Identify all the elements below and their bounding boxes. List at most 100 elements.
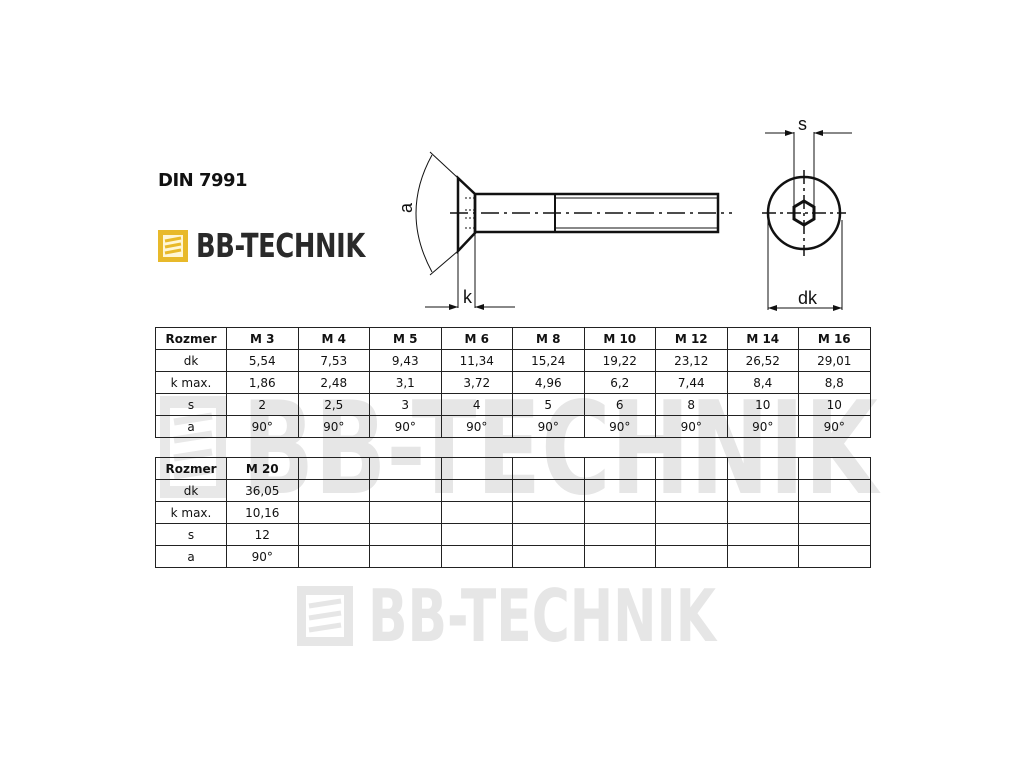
table-cell: 90° bbox=[369, 415, 442, 438]
table-cell bbox=[440, 457, 513, 480]
table-cell: 8,4 bbox=[726, 371, 799, 394]
table-cell: 90° bbox=[297, 415, 370, 438]
table-cell: 15,24 bbox=[512, 349, 585, 372]
table-cell: 11,34 bbox=[440, 349, 513, 372]
table-cell bbox=[512, 457, 585, 480]
table-row: k max. 1,86 2,48 3,1 3,72 4,96 6,2 7,44 8,4 8,8 bbox=[155, 371, 871, 394]
table-cell: 5,54 bbox=[226, 349, 299, 372]
table-cell: 90° bbox=[512, 415, 585, 438]
table-cell bbox=[440, 545, 513, 568]
table-cell bbox=[369, 501, 442, 524]
table-cell bbox=[512, 545, 585, 568]
table-cell: 26,52 bbox=[726, 349, 799, 372]
table-cell: 90° bbox=[583, 415, 656, 438]
table-row: k max. 10,16 bbox=[155, 501, 871, 524]
table-cell: 3,1 bbox=[369, 371, 442, 394]
table-cell: 2,48 bbox=[297, 371, 370, 394]
screw-head bbox=[456, 175, 477, 255]
table-row: dk 36,05 bbox=[155, 479, 871, 502]
table-cell bbox=[726, 479, 799, 502]
table-cell bbox=[297, 501, 370, 524]
table-row: s 2 2,5 3 4 5 6 8 10 10 bbox=[155, 393, 871, 416]
table-cell bbox=[798, 457, 871, 480]
table-cell: 36,05 bbox=[226, 479, 299, 502]
table-cell: 29,01 bbox=[798, 349, 871, 372]
label-s: s bbox=[798, 114, 807, 134]
table-cell bbox=[726, 501, 799, 524]
table-cell: M 10 bbox=[583, 327, 656, 350]
table-cell bbox=[512, 479, 585, 502]
table-cell bbox=[798, 501, 871, 524]
watermark-logo-icon bbox=[297, 586, 353, 646]
table-cell: 23,12 bbox=[655, 349, 728, 372]
table-header-row: Rozmer M 20 bbox=[155, 457, 871, 480]
table-cell bbox=[512, 523, 585, 546]
table-cell bbox=[369, 457, 442, 480]
table-cell bbox=[583, 501, 656, 524]
table-cell: 2,5 bbox=[297, 393, 370, 416]
table-cell bbox=[726, 523, 799, 546]
table-cell: M 8 bbox=[512, 327, 585, 350]
table-cell bbox=[726, 545, 799, 568]
row-label-cell: a bbox=[155, 545, 227, 568]
row-label-cell: k max. bbox=[155, 371, 227, 394]
table-cell bbox=[440, 523, 513, 546]
table-cell: 90° bbox=[226, 545, 299, 568]
label-dk: dk bbox=[798, 288, 818, 308]
table-cell: M 5 bbox=[369, 327, 442, 350]
table-cell: M 12 bbox=[655, 327, 728, 350]
table-cell: 4 bbox=[440, 393, 513, 416]
table-cell bbox=[440, 479, 513, 502]
table-cell bbox=[655, 523, 728, 546]
table-cell: 3,72 bbox=[440, 371, 513, 394]
row-label-cell: dk bbox=[155, 479, 227, 502]
screw-drawing: a k s dk bbox=[396, 114, 852, 311]
table-cell bbox=[440, 501, 513, 524]
table-cell bbox=[583, 457, 656, 480]
table-cell: 10 bbox=[726, 393, 799, 416]
label-k: k bbox=[463, 287, 473, 307]
table-cell: 90° bbox=[726, 415, 799, 438]
row-label-cell: s bbox=[155, 393, 227, 416]
table-cell bbox=[655, 457, 728, 480]
table-cell: M 3 bbox=[226, 327, 299, 350]
table-cell: 10,16 bbox=[226, 501, 299, 524]
table-row: s 12 bbox=[155, 523, 871, 546]
table-cell: 7,53 bbox=[297, 349, 370, 372]
table-cell bbox=[655, 479, 728, 502]
row-label-cell: Rozmer bbox=[155, 457, 227, 480]
table-cell: 19,22 bbox=[583, 349, 656, 372]
table-cell bbox=[655, 545, 728, 568]
table-cell bbox=[798, 523, 871, 546]
table-cell bbox=[726, 457, 799, 480]
logo-icon bbox=[158, 229, 188, 262]
table-cell: 9,43 bbox=[369, 349, 442, 372]
table-cell bbox=[512, 501, 585, 524]
row-label-cell: a bbox=[155, 415, 227, 438]
table-cell bbox=[369, 545, 442, 568]
row-label-cell: s bbox=[155, 523, 227, 546]
table-cell: 90° bbox=[226, 415, 299, 438]
table-cell bbox=[369, 479, 442, 502]
table-cell: 12 bbox=[226, 523, 299, 546]
table-cell bbox=[297, 457, 370, 480]
table-cell: 7,44 bbox=[655, 371, 728, 394]
table-cell: 5 bbox=[512, 393, 585, 416]
table-cell: 90° bbox=[798, 415, 871, 438]
table-cell bbox=[798, 479, 871, 502]
standard-title: DIN 7991 bbox=[158, 170, 248, 191]
table-cell: 8 bbox=[655, 393, 728, 416]
row-label-cell: dk bbox=[155, 349, 227, 372]
watermark-bottom bbox=[297, 586, 357, 652]
table-cell: 6 bbox=[583, 393, 656, 416]
dimension-table-2: Rozmer M 20 dk 36,05 k max. 10,16 s 12 a 90° bbox=[155, 457, 871, 568]
table-cell: M 6 bbox=[440, 327, 513, 350]
table-cell bbox=[297, 523, 370, 546]
table-cell: 90° bbox=[655, 415, 728, 438]
table-cell bbox=[583, 545, 656, 568]
table-cell: 6,2 bbox=[583, 371, 656, 394]
row-label-cell: Rozmer bbox=[155, 327, 227, 350]
table-cell: 4,96 bbox=[512, 371, 585, 394]
table-cell: 10 bbox=[798, 393, 871, 416]
